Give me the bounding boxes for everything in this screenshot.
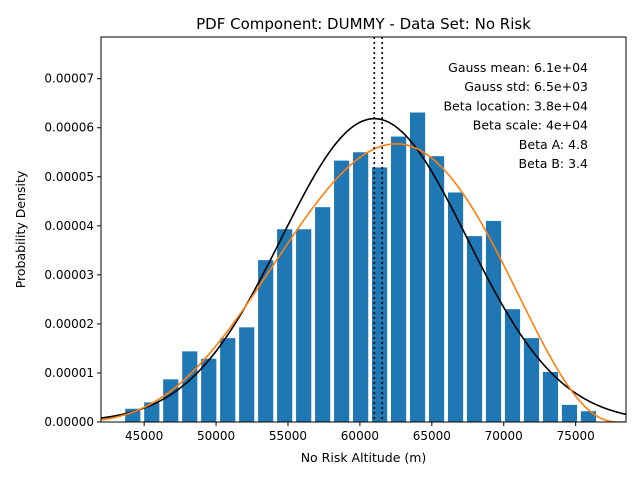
y-tick-label: 0.00003 bbox=[44, 268, 94, 282]
histogram-bar bbox=[315, 207, 331, 422]
histogram-bar bbox=[504, 309, 521, 422]
histogram-bar bbox=[561, 404, 578, 422]
histogram-bar bbox=[580, 411, 597, 422]
x-axis: 45000 50000 55000 60000 65000 70000 75000 bbox=[125, 422, 595, 443]
y-tick-label: 0.00000 bbox=[44, 415, 94, 429]
histogram-bar bbox=[391, 136, 407, 422]
histogram-bar bbox=[334, 160, 350, 422]
x-tick-label: 50000 bbox=[197, 429, 235, 443]
y-tick-label: 0.00007 bbox=[44, 72, 94, 86]
x-tick-label: 45000 bbox=[125, 429, 163, 443]
annotation-line: Beta location: 3.8e+04 bbox=[443, 98, 588, 113]
annotation-line: Beta B: 3.4 bbox=[519, 156, 588, 171]
histogram-bar bbox=[466, 236, 483, 422]
y-tick-label: 0.00002 bbox=[44, 317, 94, 331]
beta-curve bbox=[101, 143, 626, 422]
annotation-box: Gauss mean: 6.1e+04 Gauss std: 6.5e+03 Bet… bbox=[443, 60, 588, 171]
x-tick-label: 65000 bbox=[413, 429, 451, 443]
histogram-bar bbox=[485, 220, 502, 422]
y-tick-label: 0.00001 bbox=[44, 366, 94, 380]
histogram-bar bbox=[163, 379, 179, 422]
annotation-line: Gauss std: 6.5e+03 bbox=[464, 79, 588, 94]
histogram-bar bbox=[372, 167, 388, 422]
y-axis-label: Probability Density bbox=[13, 170, 28, 288]
plot-clip-group bbox=[101, 37, 626, 422]
y-tick-label: 0.00004 bbox=[44, 219, 94, 233]
gauss-curve bbox=[101, 117, 626, 419]
x-axis-label: No Risk Altitude (m) bbox=[301, 450, 427, 465]
plot-area bbox=[101, 37, 626, 422]
histogram-bar bbox=[353, 152, 369, 422]
x-tick-label: 70000 bbox=[485, 429, 523, 443]
y-tick-label: 0.00006 bbox=[44, 121, 94, 135]
histogram-bar bbox=[239, 327, 255, 422]
y-axis: 0.00000 0.00001 0.00002 0.00003 0.00004 0.000… bbox=[44, 72, 101, 429]
y-tick-label: 0.00005 bbox=[44, 170, 94, 184]
histogram-bar bbox=[201, 358, 217, 422]
histogram-bar bbox=[409, 112, 426, 422]
axes-frame bbox=[100, 36, 627, 423]
x-tick-label: 55000 bbox=[269, 429, 307, 443]
histogram-bar bbox=[220, 338, 236, 422]
chart-title: PDF Component: DUMMY - Data Set: No Risk bbox=[196, 15, 531, 33]
x-tick-label: 60000 bbox=[341, 429, 379, 443]
histogram-bar bbox=[296, 229, 312, 422]
histogram-bar bbox=[447, 192, 464, 422]
histogram-bar bbox=[277, 229, 293, 422]
histogram-bar bbox=[542, 371, 559, 422]
histogram-bar bbox=[428, 156, 445, 422]
histogram-bar bbox=[258, 260, 274, 422]
annotation-line: Beta scale: 4e+04 bbox=[473, 118, 588, 133]
histogram-bar bbox=[182, 351, 198, 422]
histogram-bar bbox=[523, 338, 540, 422]
annotation-line: Gauss mean: 6.1e+04 bbox=[448, 60, 588, 75]
annotation-line: Beta A: 4.8 bbox=[519, 137, 588, 152]
x-tick-label: 75000 bbox=[557, 429, 595, 443]
